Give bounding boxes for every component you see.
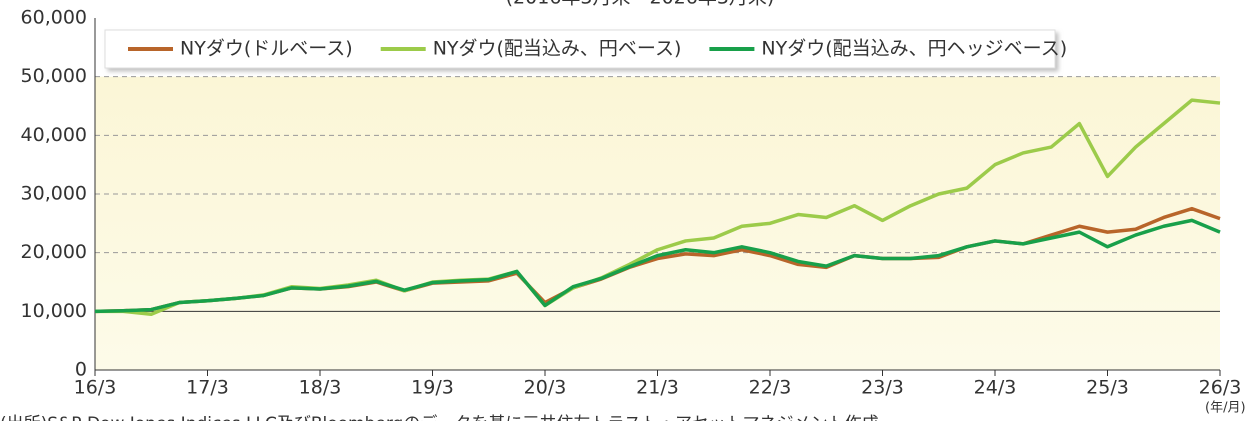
legend-label: NYダウ(ドルベース) [180, 38, 353, 60]
legend-label: NYダウ(配当込み、円ベース) [433, 38, 682, 60]
y-tick-label: 50,000 [21, 65, 87, 87]
x-unit-label: (年/月) [1205, 401, 1246, 416]
x-tick-label: 16/3 [74, 377, 117, 399]
x-tick-label: 24/3 [974, 377, 1017, 399]
x-tick-label: 21/3 [636, 377, 679, 399]
legend: NYダウ(ドルベース) NYダウ(配当込み、円ベース) NYダウ(配当込み、円ヘッジ… [104, 29, 1067, 69]
legend-label: NYダウ(配当込み、円ヘッジベース) [761, 38, 1067, 60]
y-tick-label: 10,000 [21, 300, 87, 322]
x-tick-label: 23/3 [861, 377, 904, 399]
subtitle: (2016年3月末～2026年3月末) [506, 0, 775, 9]
x-tick-label: 22/3 [749, 377, 792, 399]
x-tick-label: 20/3 [524, 377, 567, 399]
plot-background [95, 76, 1220, 371]
y-tick-label: 40,000 [21, 124, 87, 146]
x-tick-label: 18/3 [299, 377, 342, 399]
x-tick-label: 26/3 [1199, 377, 1242, 399]
x-tick-label: 17/3 [186, 377, 229, 399]
series-line [94, 218, 1221, 314]
x-tick-label: 19/3 [411, 377, 454, 399]
legend-box [104, 29, 1056, 69]
y-tick-label: 30,000 [21, 183, 87, 205]
y-tick-label: 0 [75, 359, 87, 381]
y-tick-label: 60,000 [21, 7, 87, 29]
source: (出所)S&P Dow Jones Indices LLC及びBloomberg… [0, 413, 879, 421]
x-tick-label: 25/3 [1086, 377, 1129, 399]
y-tick-label: 20,000 [21, 241, 87, 263]
